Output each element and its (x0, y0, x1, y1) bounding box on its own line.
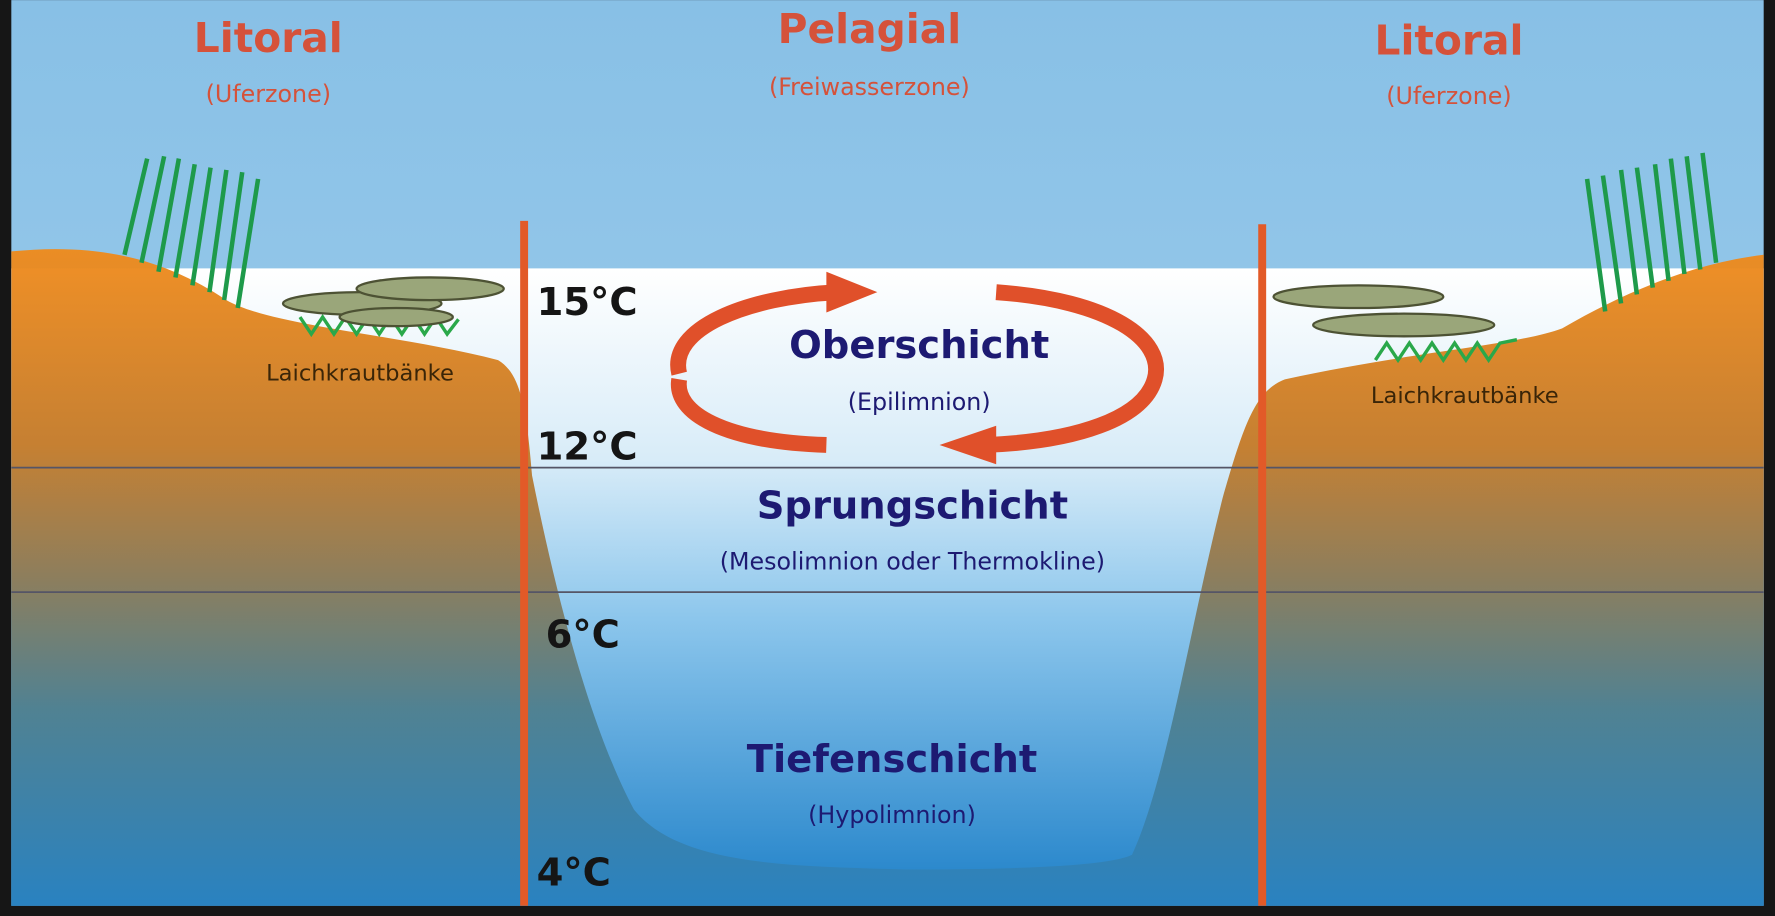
zone-subtitle: (Uferzone) (206, 80, 331, 108)
temperature: 12°C (537, 425, 638, 470)
zone-subtitle: (Uferzone) (1386, 82, 1511, 110)
reeds (122, 152, 1719, 312)
layer-subtitle: (Mesolimnion oder Thermokline) (720, 548, 1105, 576)
layer-title: Sprungschicht (757, 484, 1068, 529)
lake-bed (11, 249, 1764, 906)
zone-title: Pelagial (778, 5, 962, 53)
layer-subtitle: (Epilimnion) (848, 388, 991, 416)
bank-label: Laichkrautbänke (1371, 383, 1559, 409)
layer-title: Oberschicht (789, 323, 1049, 368)
zone-subtitle: (Freiwasserzone) (769, 73, 970, 101)
temperature: 4°C (537, 850, 611, 895)
temperature: 15°C (537, 280, 638, 325)
fish (281, 276, 1496, 338)
bank-label: Laichkrautbänke (266, 360, 454, 386)
zone-title: Litoral (194, 14, 343, 62)
temperature: 6°C (546, 613, 620, 658)
arrow-heads (826, 271, 997, 465)
circulation-arrows (670, 284, 1164, 453)
zone-title: Litoral (1374, 16, 1523, 64)
layer-subtitle: (Hypolimnion) (808, 801, 976, 829)
layer-title: Tiefenschicht (747, 737, 1038, 782)
